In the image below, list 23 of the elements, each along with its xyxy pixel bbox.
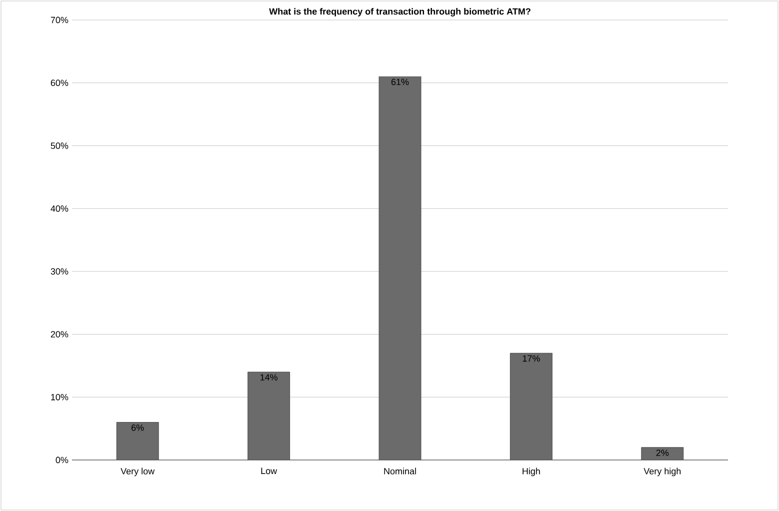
data-label: 6% <box>132 424 144 431</box>
data-label: 14% <box>260 374 278 380</box>
x-tick-label: Low <box>261 468 278 474</box>
bar <box>510 352 552 460</box>
y-tick-label: 10% <box>51 394 68 400</box>
y-tick-label: 70% <box>50 16 68 24</box>
y-tick-label: 60% <box>50 80 68 86</box>
bar <box>248 372 290 460</box>
chart-title: What is the frequency of transaction through biometric ATM? <box>269 8 530 16</box>
x-tick-label: Very low <box>120 468 155 476</box>
y-tick-label: 30% <box>50 268 68 275</box>
data-label: 17% <box>522 355 540 362</box>
y-tick-label: 40% <box>50 205 68 212</box>
x-tick-label: Nominal <box>384 468 416 474</box>
data-label: 2% <box>656 450 669 456</box>
y-tick-label: 0% <box>56 456 68 464</box>
x-tick-label: Very high <box>644 468 681 476</box>
data-label: 61% <box>391 78 409 86</box>
y-tick-label: 20% <box>50 331 68 338</box>
bar <box>378 76 422 460</box>
x-tick-label: High <box>522 468 540 476</box>
bar <box>116 422 159 460</box>
y-tick-label: 50% <box>50 142 68 149</box>
